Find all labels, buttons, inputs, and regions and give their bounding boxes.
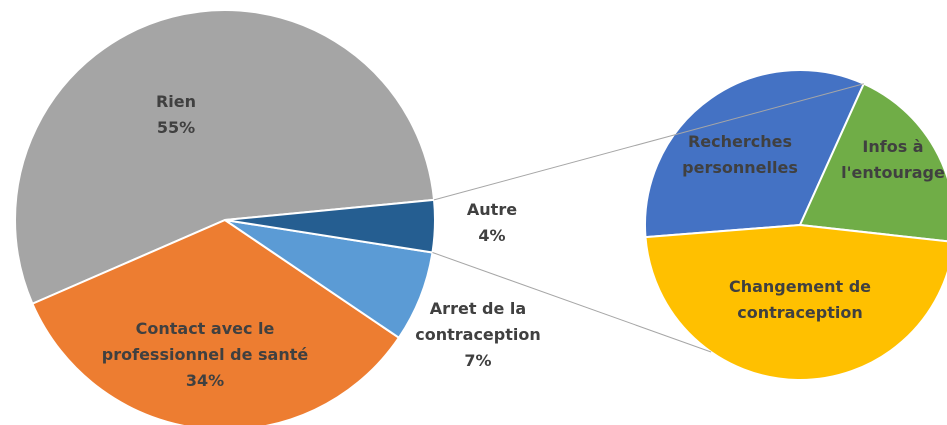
slice-label: Changement de contraception xyxy=(710,274,890,326)
connector-line xyxy=(432,252,712,353)
connector-line xyxy=(433,83,864,201)
slice-label: Autre 4% xyxy=(452,197,532,249)
slice-value: 55% xyxy=(156,118,196,137)
slice-name: Recherches personnelles xyxy=(682,132,798,177)
pie-slice xyxy=(644,223,947,381)
pie-slice xyxy=(31,218,401,425)
slice-label: Arret de la contraception 7% xyxy=(398,296,558,374)
slice-label: Recherches personnelles xyxy=(670,129,810,181)
slice-name: Arret de la contraception xyxy=(415,299,541,344)
slice-name: Infos à l'entourage xyxy=(841,137,945,182)
slice-name: Contact avec le professionnel de santé xyxy=(101,319,309,364)
slice-name: Autre xyxy=(466,200,518,219)
pie-slice xyxy=(644,69,866,239)
pie-slice xyxy=(224,198,436,254)
slice-value: 4% xyxy=(478,226,506,245)
slice-label: Rien 55% xyxy=(116,89,236,141)
slice-name: Rien xyxy=(155,92,197,111)
pie-slice xyxy=(798,82,947,243)
slice-value: 7% xyxy=(464,351,492,370)
slice-value: 34% xyxy=(185,371,225,390)
slice-name: Changement de contraception xyxy=(728,277,872,322)
slice-label: Contact avec le professionnel de santé 34… xyxy=(100,316,310,394)
pie-slice xyxy=(14,8,436,306)
slice-label: Infos à l'entourage xyxy=(838,134,947,186)
